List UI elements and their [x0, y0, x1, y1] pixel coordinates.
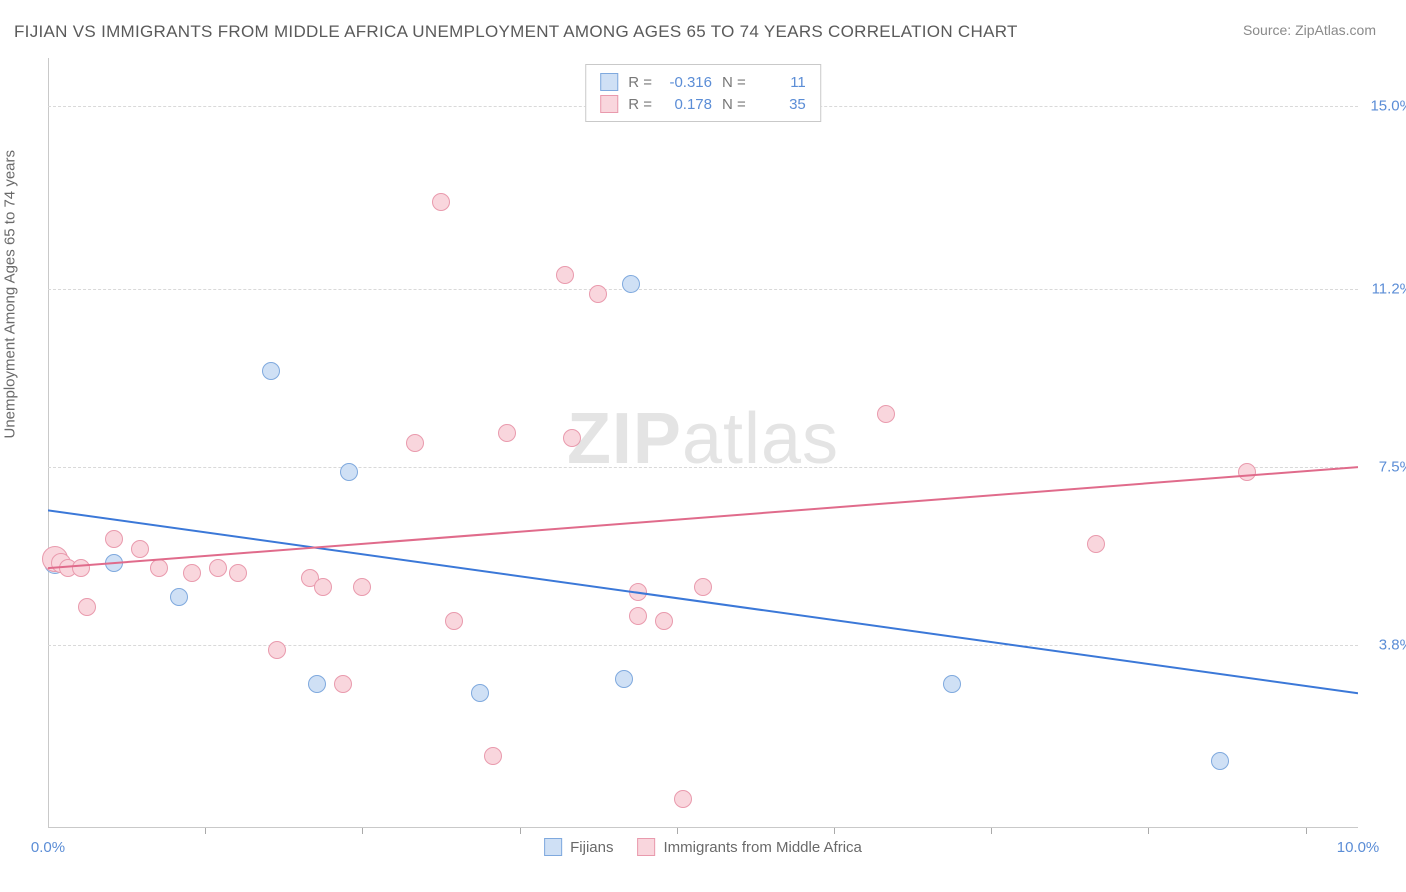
- swatch-series2: [600, 95, 618, 113]
- x-tick-mark: [1306, 828, 1307, 834]
- legend: Fijians Immigrants from Middle Africa: [544, 838, 862, 856]
- y-tick-label: 7.5%: [1379, 459, 1406, 476]
- x-tick-mark: [205, 828, 206, 834]
- source-attribution: Source: ZipAtlas.com: [1243, 22, 1376, 38]
- y-axis-label: Unemployment Among Ages 65 to 74 years: [2, 150, 19, 439]
- legend-item-series1: Fijians: [544, 838, 613, 856]
- y-tick-label: 15.0%: [1370, 98, 1406, 115]
- stats-row-series2: R = 0.178 N = 35: [600, 93, 806, 115]
- chart-plot-area: 3.8%7.5%11.2%15.0% ZIPatlas R = -0.316 N…: [48, 58, 1358, 828]
- legend-swatch-series2: [637, 838, 655, 856]
- trend-lines-layer: [48, 58, 1358, 828]
- x-tick-mark: [362, 828, 363, 834]
- x-tick-mark: [834, 828, 835, 834]
- x-tick-mark: [677, 828, 678, 834]
- legend-item-series2: Immigrants from Middle Africa: [637, 838, 861, 856]
- trend-line: [48, 467, 1358, 568]
- y-tick-label: 3.8%: [1379, 637, 1406, 654]
- stats-row-series1: R = -0.316 N = 11: [600, 71, 806, 93]
- chart-title: FIJIAN VS IMMIGRANTS FROM MIDDLE AFRICA …: [14, 22, 1018, 42]
- x-tick-mark: [991, 828, 992, 834]
- legend-swatch-series1: [544, 838, 562, 856]
- x-tick-mark: [520, 828, 521, 834]
- x-tick-mark: [1148, 828, 1149, 834]
- legend-label-series1: Fijians: [570, 839, 613, 856]
- trend-line: [48, 510, 1358, 693]
- x-axis-min-label: 0.0%: [31, 839, 65, 856]
- x-axis-max-label: 10.0%: [1337, 839, 1380, 856]
- legend-label-series2: Immigrants from Middle Africa: [663, 839, 861, 856]
- correlation-stats-box: R = -0.316 N = 11 R = 0.178 N = 35: [585, 64, 821, 122]
- swatch-series1: [600, 73, 618, 91]
- y-tick-label: 11.2%: [1372, 281, 1406, 298]
